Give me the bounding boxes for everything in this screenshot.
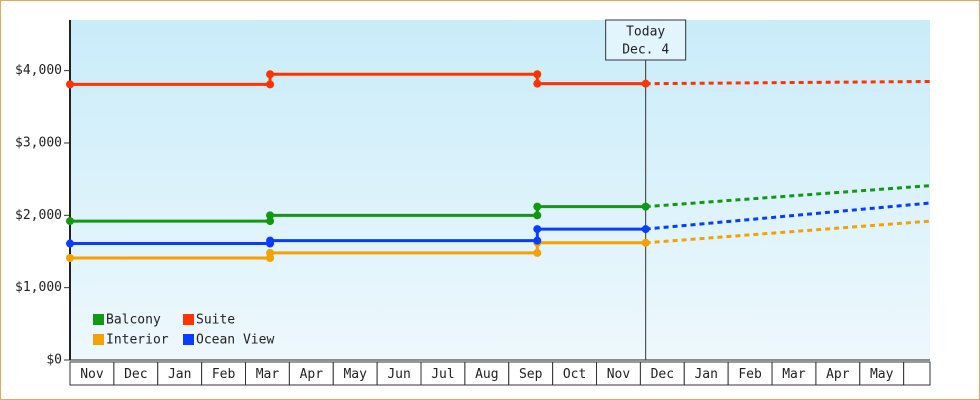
y-tick-label: $4,000 xyxy=(15,63,62,78)
x-tick-label: Oct xyxy=(563,367,586,382)
x-tick-label: May xyxy=(343,367,367,382)
point xyxy=(266,236,275,245)
point xyxy=(66,239,74,248)
x-tick-label: Jan xyxy=(168,367,191,382)
x-tick-label: Apr xyxy=(826,367,850,382)
y-tick-label: $1,000 xyxy=(15,280,62,295)
x-tick-label: Sep xyxy=(519,367,543,382)
today-label: Dec. 4 xyxy=(622,43,669,58)
x-tick-label: Dec xyxy=(651,367,674,382)
point xyxy=(533,211,542,220)
point xyxy=(641,79,650,88)
x-tick-label: Feb xyxy=(738,367,762,382)
forecast-line xyxy=(645,79,931,86)
forecast-line xyxy=(645,184,931,209)
series-line xyxy=(70,227,646,246)
x-tick-label: Nov xyxy=(607,367,631,382)
x-tick-label: Nov xyxy=(80,367,104,382)
x-tick-label: Jun xyxy=(387,367,410,382)
today-label: Today xyxy=(626,25,665,40)
y-tick-label: $2,000 xyxy=(15,208,62,223)
x-tick-label: Jan xyxy=(694,367,717,382)
legend-swatch xyxy=(93,334,104,345)
x-tick-label: May xyxy=(870,367,894,382)
point xyxy=(66,217,74,226)
point xyxy=(266,217,275,226)
point xyxy=(641,238,650,247)
legend-swatch xyxy=(183,314,194,325)
point xyxy=(266,70,275,79)
legend-swatch xyxy=(93,314,104,325)
x-tick-label: Feb xyxy=(212,367,236,382)
point xyxy=(533,70,542,79)
point xyxy=(66,80,74,89)
forecast-line xyxy=(645,219,931,245)
point xyxy=(533,225,542,234)
y-tick-label: $3,000 xyxy=(15,135,62,150)
x-tick-label: Dec xyxy=(124,367,147,382)
point xyxy=(533,248,542,257)
point xyxy=(66,254,74,262)
point xyxy=(266,248,275,257)
y-tick-label: $0 xyxy=(46,353,62,368)
plot-area xyxy=(70,20,930,360)
x-tick-label: Mar xyxy=(782,367,806,382)
series-line xyxy=(70,241,646,260)
point xyxy=(641,225,650,234)
today-box xyxy=(605,19,687,61)
point xyxy=(533,236,542,245)
legend-label: Ocean View xyxy=(196,333,274,348)
forecast-line xyxy=(645,201,931,231)
series-line xyxy=(70,72,646,86)
point xyxy=(266,211,275,220)
legend-label: Interior xyxy=(106,333,169,348)
point xyxy=(533,202,542,211)
point xyxy=(266,80,275,89)
x-cell xyxy=(903,361,931,386)
x-tick-label: Jul xyxy=(431,367,454,382)
point xyxy=(533,79,542,88)
x-tick-label: Aug xyxy=(475,367,498,382)
legend-swatch xyxy=(183,334,194,345)
legend-label: Balcony xyxy=(106,313,161,328)
x-tick-label: Apr xyxy=(300,367,324,382)
series-line xyxy=(70,205,646,223)
legend-label: Suite xyxy=(196,313,235,328)
x-tick-label: Mar xyxy=(256,367,280,382)
point xyxy=(641,202,650,211)
